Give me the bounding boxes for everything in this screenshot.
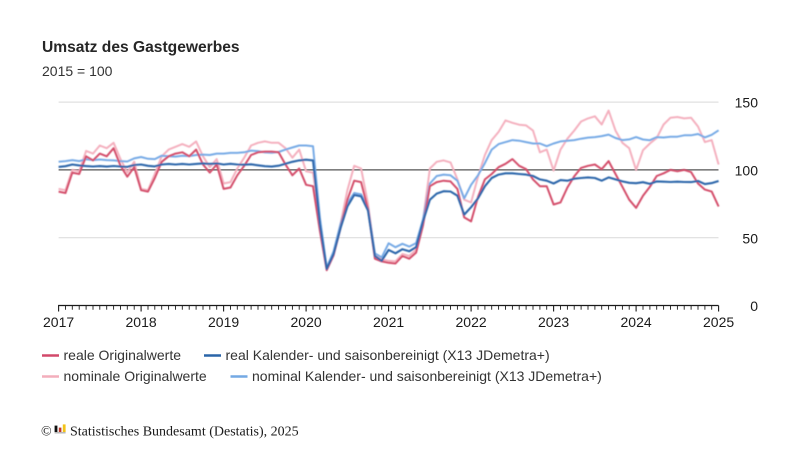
svg-text:2017: 2017 (43, 314, 74, 330)
svg-text:2020: 2020 (291, 314, 322, 330)
svg-text:Statistisches Bundesamt (Desta: Statistisches Bundesamt (Destatis), 2025 (70, 425, 299, 440)
svg-text:2015 = 100: 2015 = 100 (42, 63, 113, 79)
svg-text:Umsatz des Gastgewerbes: Umsatz des Gastgewerbes (42, 39, 240, 56)
svg-text:2022: 2022 (456, 314, 487, 330)
svg-text:0: 0 (750, 298, 758, 314)
svg-text:2021: 2021 (373, 314, 404, 330)
svg-text:reale Originalwerte: reale Originalwerte (64, 347, 182, 363)
svg-text:©: © (41, 425, 52, 440)
svg-text:2025: 2025 (703, 314, 734, 330)
svg-text:50: 50 (742, 230, 758, 246)
svg-text:100: 100 (735, 163, 759, 179)
svg-text:real Kalender- und saisonberei: real Kalender- und saisonbereinigt (X13 … (226, 347, 550, 363)
svg-text:nominal Kalender- und saisonbe: nominal Kalender- und saisonbereinigt (X… (252, 368, 602, 384)
svg-text:2023: 2023 (538, 314, 569, 330)
svg-text:2019: 2019 (208, 314, 239, 330)
svg-text:150: 150 (735, 95, 759, 111)
svg-text:nominale Originalwerte: nominale Originalwerte (64, 368, 207, 384)
svg-text:2018: 2018 (126, 314, 157, 330)
svg-text:2024: 2024 (621, 314, 652, 330)
